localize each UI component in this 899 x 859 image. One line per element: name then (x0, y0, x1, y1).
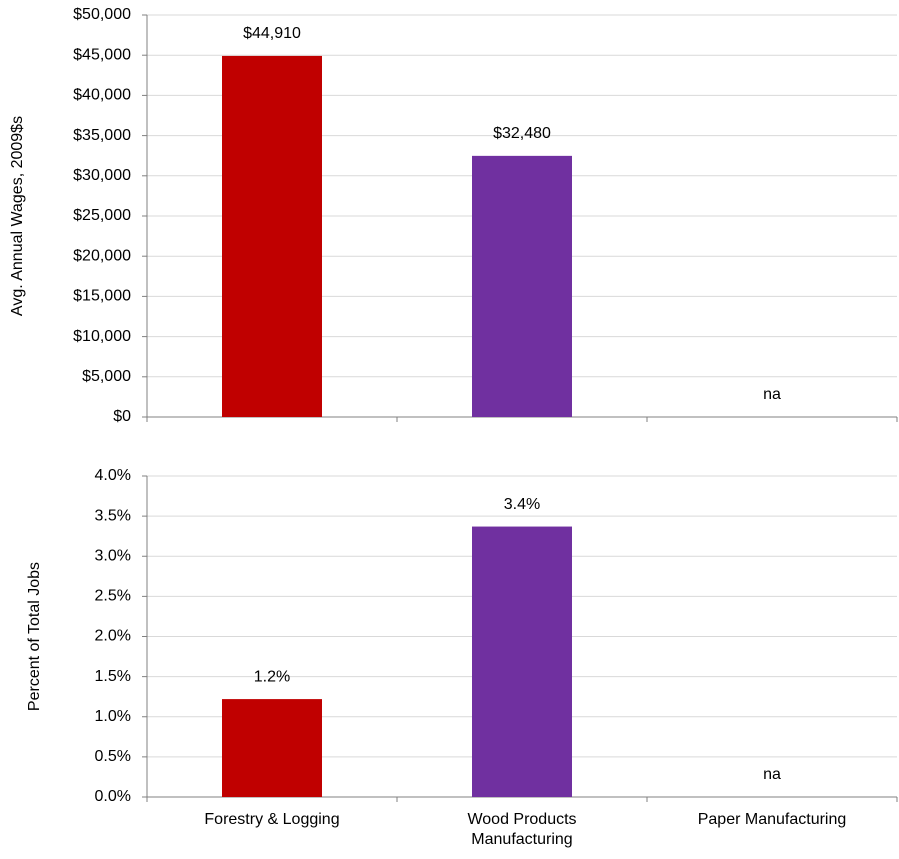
value-label: $44,910 (243, 25, 301, 42)
y-tick-label: 0.0% (95, 788, 131, 805)
y-tick-label: 1.0% (95, 708, 131, 725)
y-tick-label: $30,000 (73, 167, 131, 184)
value-label: na (763, 386, 781, 403)
value-label: 3.4% (504, 496, 540, 513)
bar (222, 699, 322, 797)
value-label: $32,480 (493, 125, 551, 142)
y-tick-label: 2.0% (95, 628, 131, 645)
y-tick-label: 1.5% (95, 668, 131, 685)
y-tick-label: 0.5% (95, 748, 131, 765)
y-tick-label: $15,000 (73, 288, 131, 305)
y-tick-label: 3.0% (95, 547, 131, 564)
y-tick-label: $10,000 (73, 328, 131, 345)
value-label: na (763, 766, 781, 783)
y-tick-label: $50,000 (73, 6, 131, 23)
y-axis-title: Avg. Annual Wages, 2009$s (9, 116, 26, 316)
y-tick-label: 2.5% (95, 588, 131, 605)
x-tick-label: Wood Products Manufacturing (467, 811, 577, 848)
y-tick-label: $45,000 (73, 46, 131, 63)
y-tick-label: $40,000 (73, 87, 131, 104)
y-tick-label: $0 (113, 408, 131, 425)
x-tick-label: Forestry & Logging (204, 811, 340, 828)
bar (472, 526, 572, 797)
y-axis-title: Percent of Total Jobs (26, 562, 43, 711)
y-tick-label: $5,000 (82, 368, 131, 385)
y-tick-label: $20,000 (73, 247, 131, 264)
y-tick-label: 3.5% (95, 507, 131, 524)
bar (472, 155, 572, 418)
bar (222, 55, 322, 418)
value-label: 1.2% (254, 668, 290, 685)
y-tick-label: $35,000 (73, 127, 131, 144)
x-tick-label: Paper Manufacturing (697, 811, 847, 828)
y-tick-label: $25,000 (73, 207, 131, 224)
y-tick-label: 4.0% (95, 467, 131, 484)
